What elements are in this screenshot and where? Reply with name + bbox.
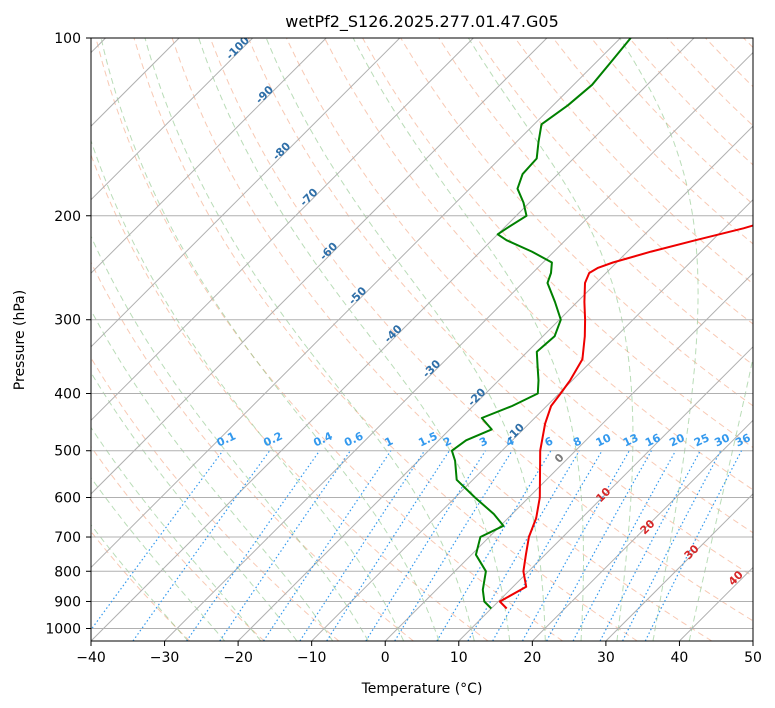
moist-adiabat-line — [91, 524, 189, 641]
y-tick-label: 300 — [54, 313, 81, 329]
isotherm-line — [91, 38, 474, 422]
moist-adiabat-line — [91, 139, 405, 641]
isotherm-line — [91, 38, 695, 641]
mixing-ratio-line — [546, 450, 652, 641]
y-axis-label: Pressure (hPa) — [12, 290, 28, 390]
dry-adiabat-line — [247, 38, 753, 577]
isotherm-line — [91, 38, 621, 569]
mixing-ratio-label: 36 — [733, 431, 753, 449]
dry-adiabat-line — [91, 445, 265, 641]
x-tick-label: 40 — [671, 650, 689, 666]
mixing-ratio-label: 30 — [712, 431, 732, 449]
x-axis-label: Temperature (°C) — [361, 681, 483, 697]
y-tick-label: 200 — [54, 209, 81, 225]
dry-adiabat-line — [91, 261, 414, 641]
isotherm-line — [91, 38, 327, 274]
isotherm-line — [164, 51, 753, 641]
dry-adiabat-line — [324, 38, 753, 491]
x-tick-label: −30 — [150, 650, 180, 666]
moist-adiabat-line — [91, 426, 262, 641]
y-tick-label: 700 — [54, 530, 81, 546]
mixing-ratio-line — [521, 450, 630, 641]
mixing-ratio-label: 13 — [621, 431, 640, 449]
mixing-ratio-label: 25 — [692, 431, 711, 449]
mixing-ratio-line — [262, 450, 392, 641]
isotherm-line — [91, 38, 254, 201]
y-tick-label: 800 — [54, 564, 81, 580]
dry-adiabat-line — [91, 356, 340, 641]
mixing-ratio-line — [644, 450, 743, 641]
moist-adiabat-line — [144, 38, 475, 641]
dry-adiabat-line — [285, 38, 753, 534]
moist-adiabat-line — [91, 476, 225, 641]
mixing-ratio-line — [394, 450, 513, 641]
y-tick-label: 400 — [54, 387, 81, 403]
mixing-ratio-lines — [91, 450, 743, 641]
pressure-gridlines — [91, 38, 753, 629]
chart-title: wetPf2_S126.2025.277.01.47.G05 — [285, 12, 559, 32]
y-tick-label: 900 — [54, 594, 81, 610]
mixing-ratio-label: 10 — [594, 431, 614, 449]
y-tick-label: 100 — [54, 31, 81, 47]
moist-adiabat-line — [91, 235, 369, 641]
isotherm-line — [531, 419, 753, 641]
x-tick-label: 20 — [523, 650, 541, 666]
x-axis-ticks: −40 −30 −20 −10 0 10 20 30 40 50 — [76, 641, 762, 666]
moist-adiabat-line — [100, 38, 440, 641]
mixing-ratio-line — [622, 450, 722, 641]
x-tick-label: 10 — [450, 650, 468, 666]
plot-area: 0.1 0.2 0.4 0.6 1 1.5 2 3 4 6 8 10 13 16 20 25 30 36-100-… — [91, 38, 753, 641]
mixing-ratio-line — [219, 450, 351, 641]
dry-adiabat-line — [514, 38, 753, 285]
moist-adiabat-line — [688, 356, 753, 641]
mixing-ratio-label: 20 — [667, 431, 687, 449]
mixing-ratio-line — [365, 450, 487, 641]
y-tick-label: 1000 — [45, 621, 81, 637]
isotherm-line — [91, 38, 548, 495]
mixing-ratio-label: 16 — [643, 431, 663, 449]
isotherms — [91, 38, 753, 641]
temperature-trace — [498, 224, 753, 610]
mixing-ratio-line — [91, 450, 224, 631]
isotherm-line — [605, 493, 753, 641]
isotherm-line — [384, 272, 753, 641]
x-tick-label: 0 — [381, 650, 390, 666]
moist-adiabat-line — [265, 38, 546, 641]
y-axis-ticks: 1000 900 800 700 600 500 400 300 200 100 — [45, 31, 91, 637]
x-tick-label: 30 — [597, 650, 615, 666]
plot-frame — [90, 37, 754, 642]
dry-adiabat-line — [209, 38, 753, 622]
isotherm-line — [91, 38, 401, 348]
isotherm-line — [237, 125, 753, 641]
y-tick-label: 500 — [54, 444, 81, 460]
x-tick-label: −10 — [297, 650, 327, 666]
isotherm-line — [311, 198, 753, 641]
moist-adiabat-line — [91, 309, 334, 641]
dry-adiabat-line — [133, 38, 638, 641]
moist-adiabat-line — [619, 38, 699, 641]
dry-adiabat-line — [171, 38, 713, 641]
x-tick-label: 50 — [744, 650, 762, 666]
moist-adiabat-line — [91, 371, 298, 641]
mixing-ratio-line — [186, 450, 321, 641]
x-tick-label: −20 — [223, 650, 253, 666]
mixing-ratio-line — [132, 450, 271, 641]
moist-adiabat-line — [352, 38, 584, 641]
y-tick-label: 600 — [54, 490, 81, 506]
mixing-ratio-line — [299, 450, 426, 641]
mixing-ratio-line — [326, 450, 450, 641]
sounding-traces — [450, 38, 753, 610]
x-tick-label: −40 — [76, 650, 106, 666]
isotherm-line — [458, 346, 753, 641]
mixing-ratio-line — [492, 450, 603, 641]
dewpoint-trace — [450, 38, 632, 610]
